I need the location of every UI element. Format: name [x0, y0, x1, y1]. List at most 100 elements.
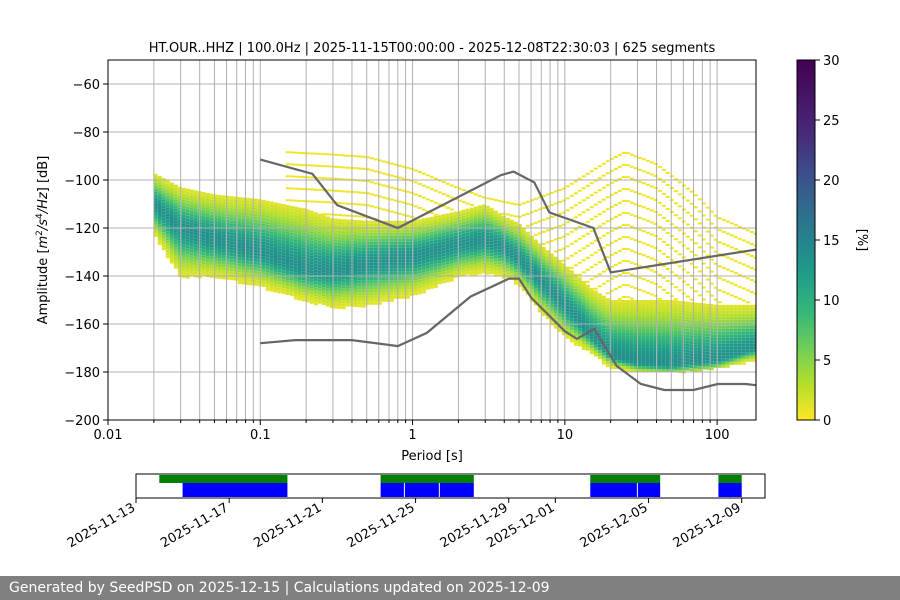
- psd-cell: [209, 259, 214, 263]
- psd-cell: [621, 200, 626, 202]
- psd-cell: [317, 276, 322, 280]
- psd-cell: [741, 307, 746, 311]
- psd-cell: [409, 179, 414, 182]
- psd-cell: [209, 202, 214, 206]
- psd-cell: [469, 222, 474, 226]
- psd-cell: [577, 273, 582, 276]
- psd-cell: [309, 255, 314, 259]
- psd-cell: [641, 278, 646, 281]
- psd-cell: [273, 241, 278, 245]
- psd-cell: [365, 283, 370, 287]
- psd-cell: [393, 271, 398, 275]
- psd-cell: [569, 206, 574, 209]
- psd-cell: [433, 263, 438, 267]
- psd-cell: [301, 152, 306, 155]
- psd-cell: [669, 330, 674, 334]
- psd-cell: [297, 294, 302, 298]
- psd-cell: [385, 280, 390, 284]
- psd-cell: [433, 254, 438, 258]
- psd-cell: [385, 268, 390, 272]
- psd-cell: [229, 223, 234, 227]
- psd-cell: [589, 194, 594, 197]
- psd-cell: [553, 298, 558, 302]
- psd-cell: [753, 307, 756, 311]
- psd-cell: [169, 191, 174, 195]
- psd-cell: [685, 283, 690, 286]
- psd-cell: [225, 204, 230, 208]
- psd-cell: [169, 221, 174, 225]
- psd-cell: [613, 348, 618, 351]
- psd-cell: [633, 342, 638, 345]
- psd-cell: [297, 276, 302, 280]
- psd-cell: [289, 283, 294, 287]
- psd-cell: [561, 272, 566, 276]
- psd-cell: [285, 277, 290, 280]
- psd-cell: [413, 241, 418, 245]
- psd-cell: [713, 340, 718, 344]
- psd-cell: [341, 219, 346, 223]
- timeline-tick-label: 2025-12-09: [671, 500, 744, 551]
- psd-cell: [749, 325, 754, 329]
- psd-cell: [649, 324, 654, 327]
- psd-cell: [313, 278, 318, 282]
- psd-cell: [177, 216, 182, 220]
- psd-cell: [277, 245, 282, 249]
- psd-cell: [337, 254, 342, 258]
- psd-cell: [305, 266, 310, 270]
- psd-cell: [293, 175, 298, 178]
- psd-cell: [413, 232, 418, 236]
- psd-cell: [309, 288, 314, 292]
- psd-cell: [437, 236, 442, 240]
- psd-cell: [353, 259, 358, 262]
- psd-cell: [617, 324, 622, 327]
- psd-cell: [173, 265, 178, 269]
- psd-cell: [309, 225, 314, 229]
- psd-cell: [593, 350, 598, 354]
- psd-cell: [705, 363, 710, 367]
- psd-cell: [701, 366, 706, 370]
- psd-cell: [653, 330, 658, 333]
- psd-cell: [261, 259, 266, 263]
- used-span: [718, 483, 742, 497]
- psd-cell: [329, 248, 334, 251]
- psd-cell: [693, 362, 698, 366]
- psd-cell: [593, 320, 598, 324]
- psd-cell: [581, 335, 586, 338]
- psd-cell: [325, 264, 330, 268]
- psd-cell: [669, 283, 674, 286]
- psd-cell: [273, 232, 278, 236]
- psd-cell: [421, 236, 426, 240]
- psd-cell: [593, 323, 598, 327]
- psd-cell: [285, 256, 290, 259]
- psd-cell: [457, 273, 462, 277]
- psd-cell: [597, 323, 602, 327]
- psd-cell: [533, 281, 538, 285]
- psd-cell: [297, 213, 302, 217]
- psd-cell: [545, 229, 550, 232]
- psd-cell: [441, 247, 446, 251]
- psd-cell: [549, 313, 554, 317]
- psd-cell: [433, 189, 438, 192]
- psd-cell: [661, 324, 666, 327]
- psd-cell: [377, 295, 382, 299]
- psd-cell: [577, 307, 582, 311]
- psd-cell: [309, 264, 314, 268]
- psd-cell: [661, 339, 666, 342]
- psd-cell: [345, 291, 350, 295]
- psd-cell: [405, 244, 410, 248]
- psd-cell: [289, 277, 294, 281]
- psd-cell: [649, 366, 654, 369]
- psd-cell: [549, 301, 554, 305]
- psd-cell: [465, 229, 470, 233]
- psd-cell: [609, 309, 614, 312]
- psd-cell: [249, 264, 254, 268]
- psd-cell: [569, 309, 574, 313]
- psd-cell: [405, 235, 410, 239]
- psd-cell: [689, 344, 694, 348]
- psd-cell: [153, 227, 158, 231]
- x-tick-label: 100: [705, 428, 730, 443]
- psd-cell: [513, 224, 518, 228]
- psd-cell: [285, 280, 290, 283]
- psd-cell: [353, 250, 358, 253]
- psd-cell: [477, 238, 482, 242]
